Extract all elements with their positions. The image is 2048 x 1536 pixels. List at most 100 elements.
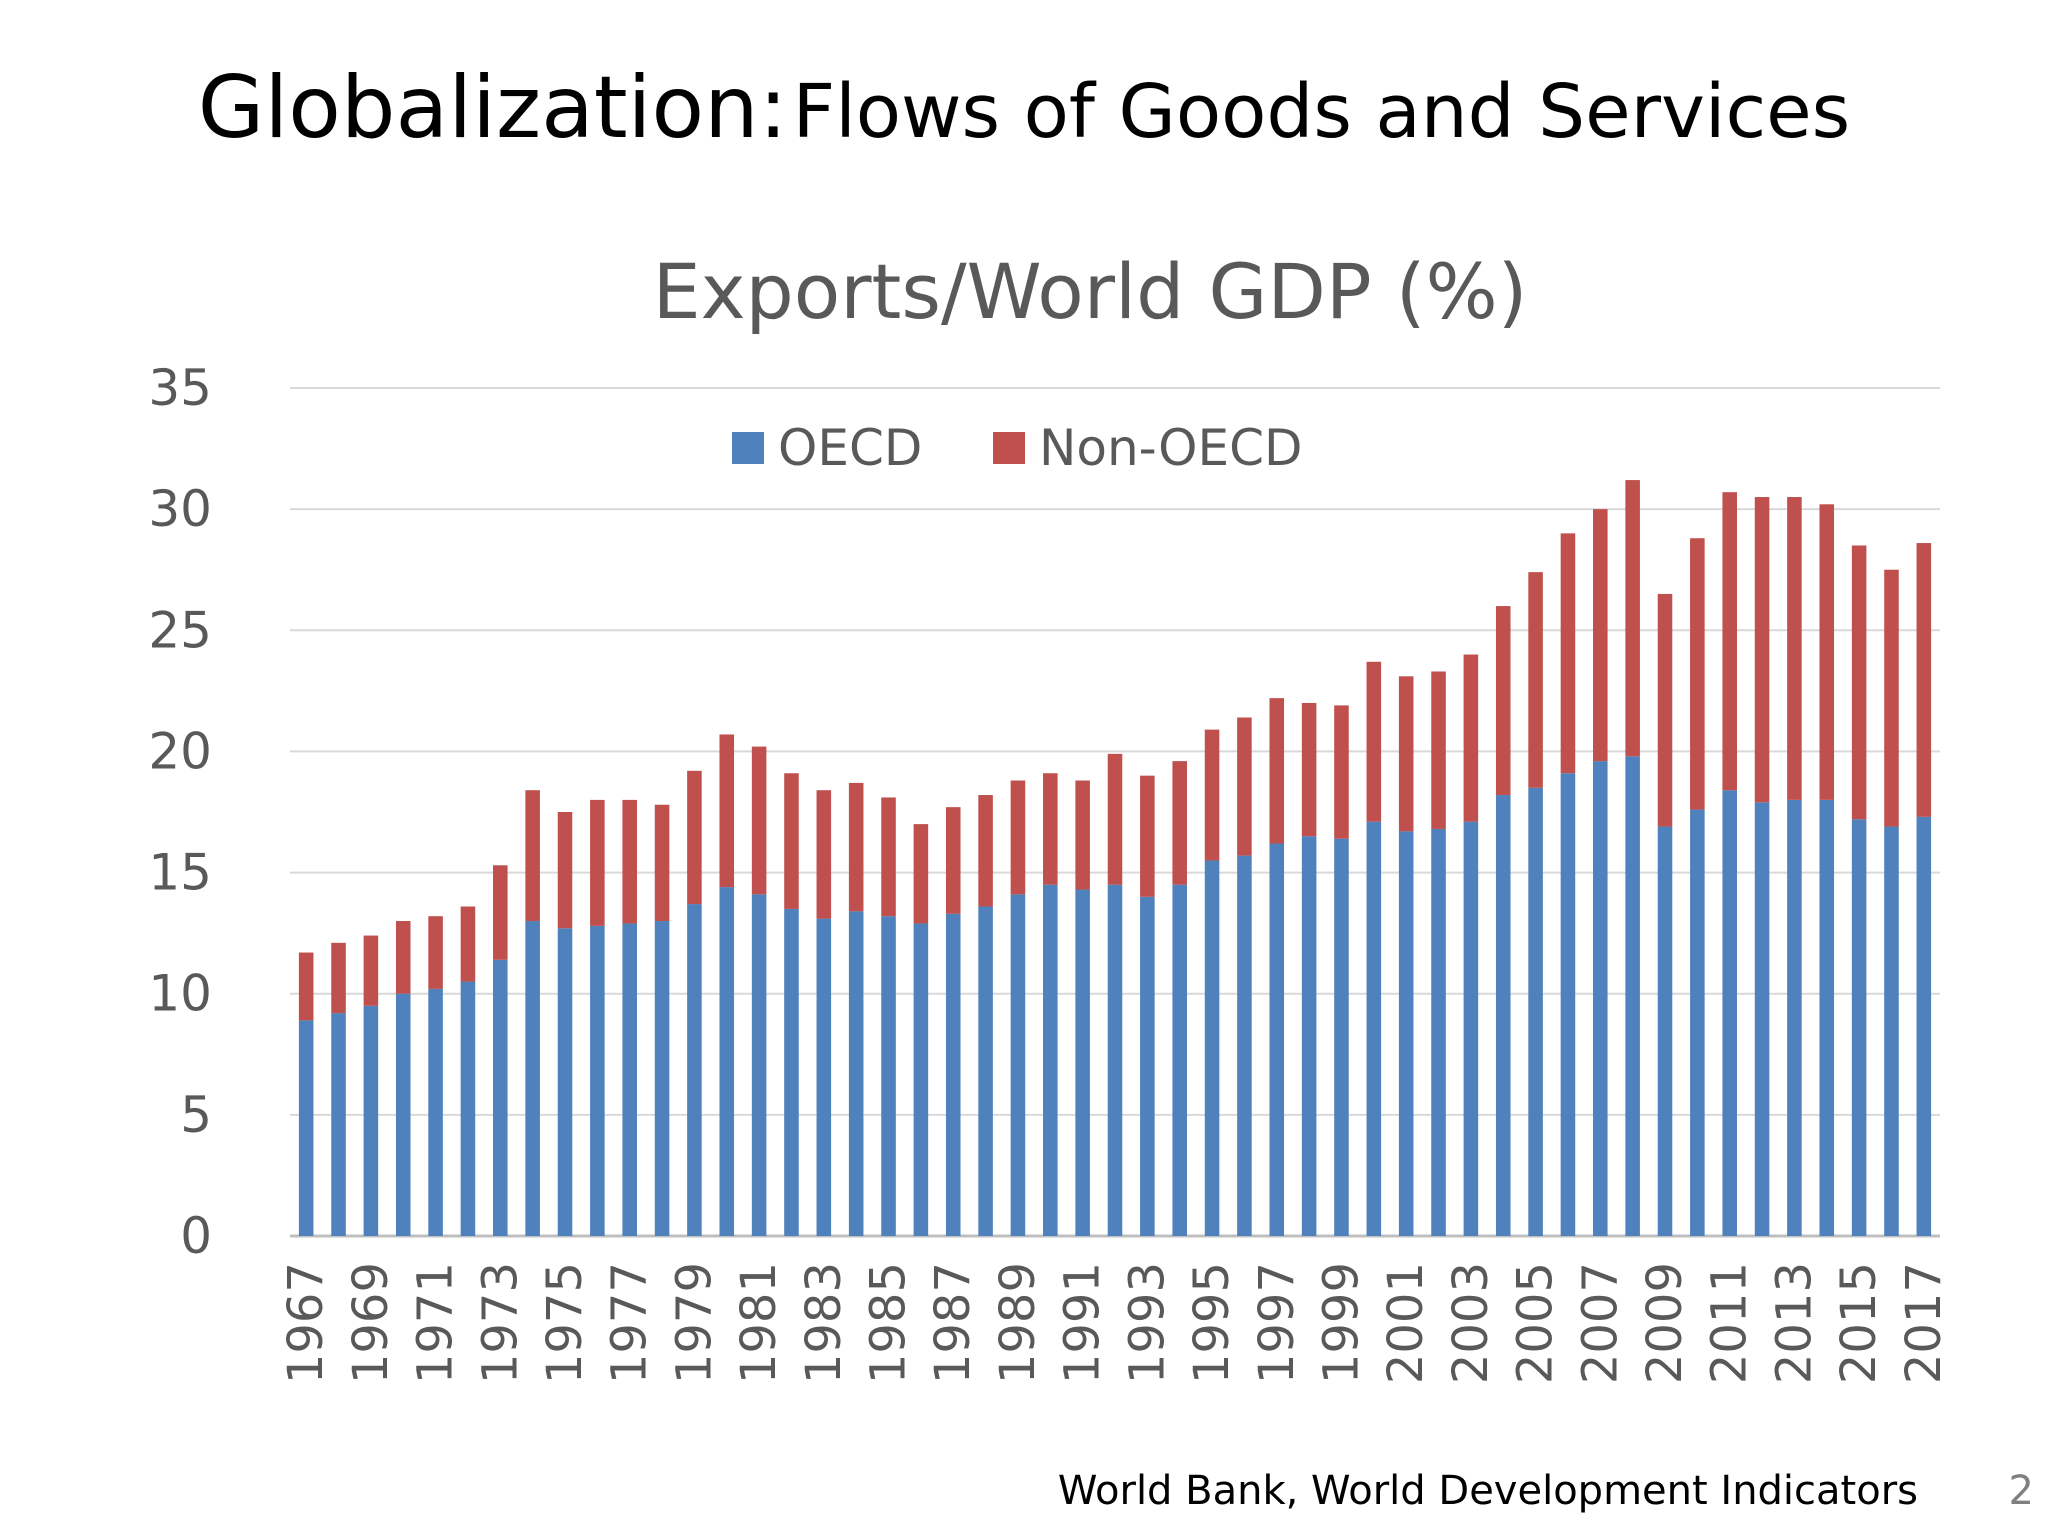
legend: OECD Non-OECD [732,419,1302,477]
bar-oecd-2001 [1398,831,1414,1236]
bar-non-oecd-2010 [1690,538,1705,810]
bar-oecd-1980 [719,887,735,1236]
bar-oecd-1982 [784,908,799,1236]
bar-non-oecd-1998 [1301,702,1317,837]
bar-oecd-1989 [1010,894,1026,1236]
bar-oecd-1985 [881,916,896,1236]
bar-non-oecd-2003 [1463,654,1479,822]
x-tick-label: 2005 [1508,1262,1564,1384]
x-tick-label: 2017 [1896,1262,1952,1384]
x-tick-label: 1977 [602,1262,658,1384]
bar-non-oecd-2008 [1625,480,1640,757]
bar-oecd-1971 [428,988,443,1236]
bar-non-oecd-1974 [525,790,540,922]
bar-non-oecd-2017 [1916,543,1932,817]
x-tick-label: 1993 [1119,1262,1175,1384]
bar-oecd-2014 [1819,799,1835,1236]
bar-non-oecd-1972 [460,906,476,982]
bar-non-oecd-2015 [1851,545,1867,820]
x-tick-label: 1995 [1184,1262,1240,1384]
bar-non-oecd-2002 [1431,671,1446,829]
bar-oecd-1968 [331,1013,346,1236]
bar-non-oecd-1996 [1237,717,1252,856]
x-axis: 1967 1969 1971 1973 1975 1977 1979 1981 1983 1985… [278,1262,1952,1384]
bar-non-oecd-1989 [1010,780,1026,895]
bar-oecd-1994 [1172,884,1187,1236]
x-tick-label: 1969 [343,1262,399,1384]
y-tick-label: 30 [148,480,212,538]
slide-title-sub: Flows of Goods and Services [792,69,1851,155]
bar-non-oecd-2000 [1366,661,1382,822]
y-tick-label: 25 [148,601,212,659]
bar-non-oecd-2001 [1398,676,1414,832]
bar-non-oecd-2016 [1884,569,1899,827]
x-tick-label: 1983 [796,1262,852,1384]
bar-oecd-1981 [751,894,767,1236]
bar-oecd-1976 [590,925,605,1236]
legend-swatch-non-oecd [993,432,1025,464]
bar-oecd-2007 [1593,761,1608,1236]
bar-oecd-1972 [460,981,476,1236]
slide-title-main: Globalization: [197,58,788,158]
bar-oecd-2000 [1366,821,1382,1236]
bar-non-oecd-2004 [1495,606,1511,796]
bar-oecd-2003 [1463,821,1479,1236]
y-tick-label: 35 [148,359,212,417]
bar-oecd-1993 [1140,896,1155,1236]
bar-oecd-1983 [816,918,832,1236]
bar-non-oecd-1984 [848,782,864,912]
bar-non-oecd-1986 [913,824,929,924]
bar-oecd-2009 [1657,826,1673,1236]
bar-oecd-1986 [913,923,929,1236]
bar-non-oecd-1987 [945,807,961,914]
x-tick-label: 2015 [1831,1262,1887,1384]
bar-oecd-1998 [1301,836,1317,1236]
bar-non-oecd-1997 [1269,698,1285,844]
bar-oecd-1967 [298,1020,314,1236]
bar-non-oecd-1977 [622,799,637,924]
source-note: World Bank, World Development Indicators [1057,1468,1918,1514]
bar-non-oecd-2006 [1560,533,1576,774]
x-tick-label: 2009 [1637,1262,1693,1384]
bar-non-oecd-1991 [1075,780,1090,890]
legend-label-non-oecd: Non-OECD [1039,419,1302,477]
bar-non-oecd-2014 [1819,504,1835,800]
bar-oecd-2012 [1754,802,1770,1236]
bar-non-oecd-1988 [978,795,993,907]
x-tick-label: 1967 [278,1262,334,1384]
bar-oecd-1975 [557,928,573,1236]
bar-oecd-2008 [1625,756,1640,1236]
bar-oecd-1969 [363,1005,379,1236]
bar-non-oecd-1970 [395,921,411,994]
bar-non-oecd-2011 [1722,492,1737,791]
bar-non-oecd-2005 [1528,572,1543,788]
bar-oecd-2015 [1851,819,1867,1236]
bar-non-oecd-1973 [493,865,508,960]
bar-non-oecd-1968 [331,942,346,1014]
x-tick-label: 2007 [1572,1262,1628,1384]
x-tick-label: 1981 [731,1262,787,1384]
bar-non-oecd-1983 [816,790,832,919]
x-tick-label: 1973 [472,1262,528,1384]
bar-non-oecd-1969 [363,935,379,1006]
bar-non-oecd-1980 [719,734,735,888]
x-tick-label: 1997 [1249,1262,1305,1384]
bar-non-oecd-1985 [881,797,896,917]
bar-oecd-2002 [1431,828,1446,1236]
bar-oecd-2006 [1560,773,1576,1236]
bar-non-oecd-2009 [1657,593,1673,827]
bars [298,480,1932,1236]
x-tick-label: 1985 [861,1262,917,1384]
x-tick-label: 2013 [1766,1262,1822,1384]
bar-non-oecd-1990 [1043,773,1058,885]
bar-oecd-1990 [1043,884,1058,1236]
bar-non-oecd-1971 [428,916,443,989]
bar-non-oecd-2007 [1593,509,1608,762]
slide-title: Globalization: Flows of Goods and Servic… [0,58,2048,158]
y-tick-label: 5 [180,1086,212,1144]
bar-non-oecd-1995 [1204,729,1220,861]
bar-oecd-1995 [1204,860,1220,1236]
legend-swatch-oecd [732,432,764,464]
y-tick-label: 10 [148,965,212,1023]
x-tick-label: 1991 [1055,1262,1111,1384]
